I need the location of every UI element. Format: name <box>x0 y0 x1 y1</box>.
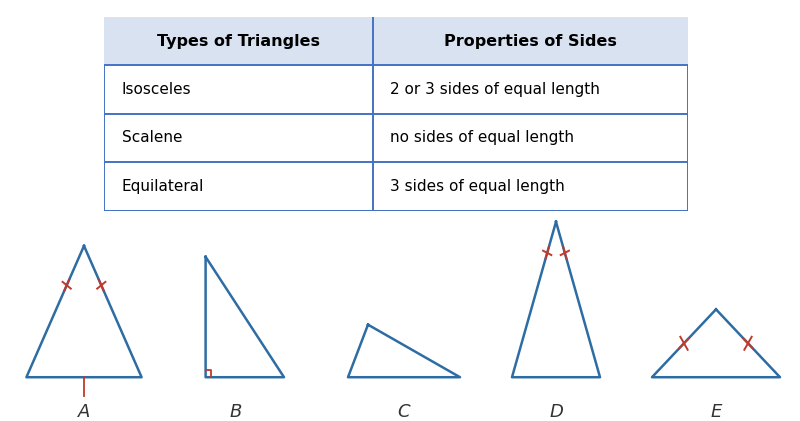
Bar <box>104 17 688 65</box>
Text: B: B <box>230 403 242 421</box>
Text: no sides of equal length: no sides of equal length <box>390 131 574 145</box>
Text: Equilateral: Equilateral <box>122 179 204 194</box>
Text: Types of Triangles: Types of Triangles <box>157 34 320 48</box>
Text: Properties of Sides: Properties of Sides <box>444 34 617 48</box>
Text: D: D <box>549 403 563 421</box>
Text: Isosceles: Isosceles <box>122 82 191 97</box>
Text: Scalene: Scalene <box>122 131 182 145</box>
Text: A: A <box>78 403 90 421</box>
Text: 2 or 3 sides of equal length: 2 or 3 sides of equal length <box>390 82 600 97</box>
Text: E: E <box>710 403 722 421</box>
Text: C: C <box>398 403 410 421</box>
Text: 3 sides of equal length: 3 sides of equal length <box>390 179 565 194</box>
